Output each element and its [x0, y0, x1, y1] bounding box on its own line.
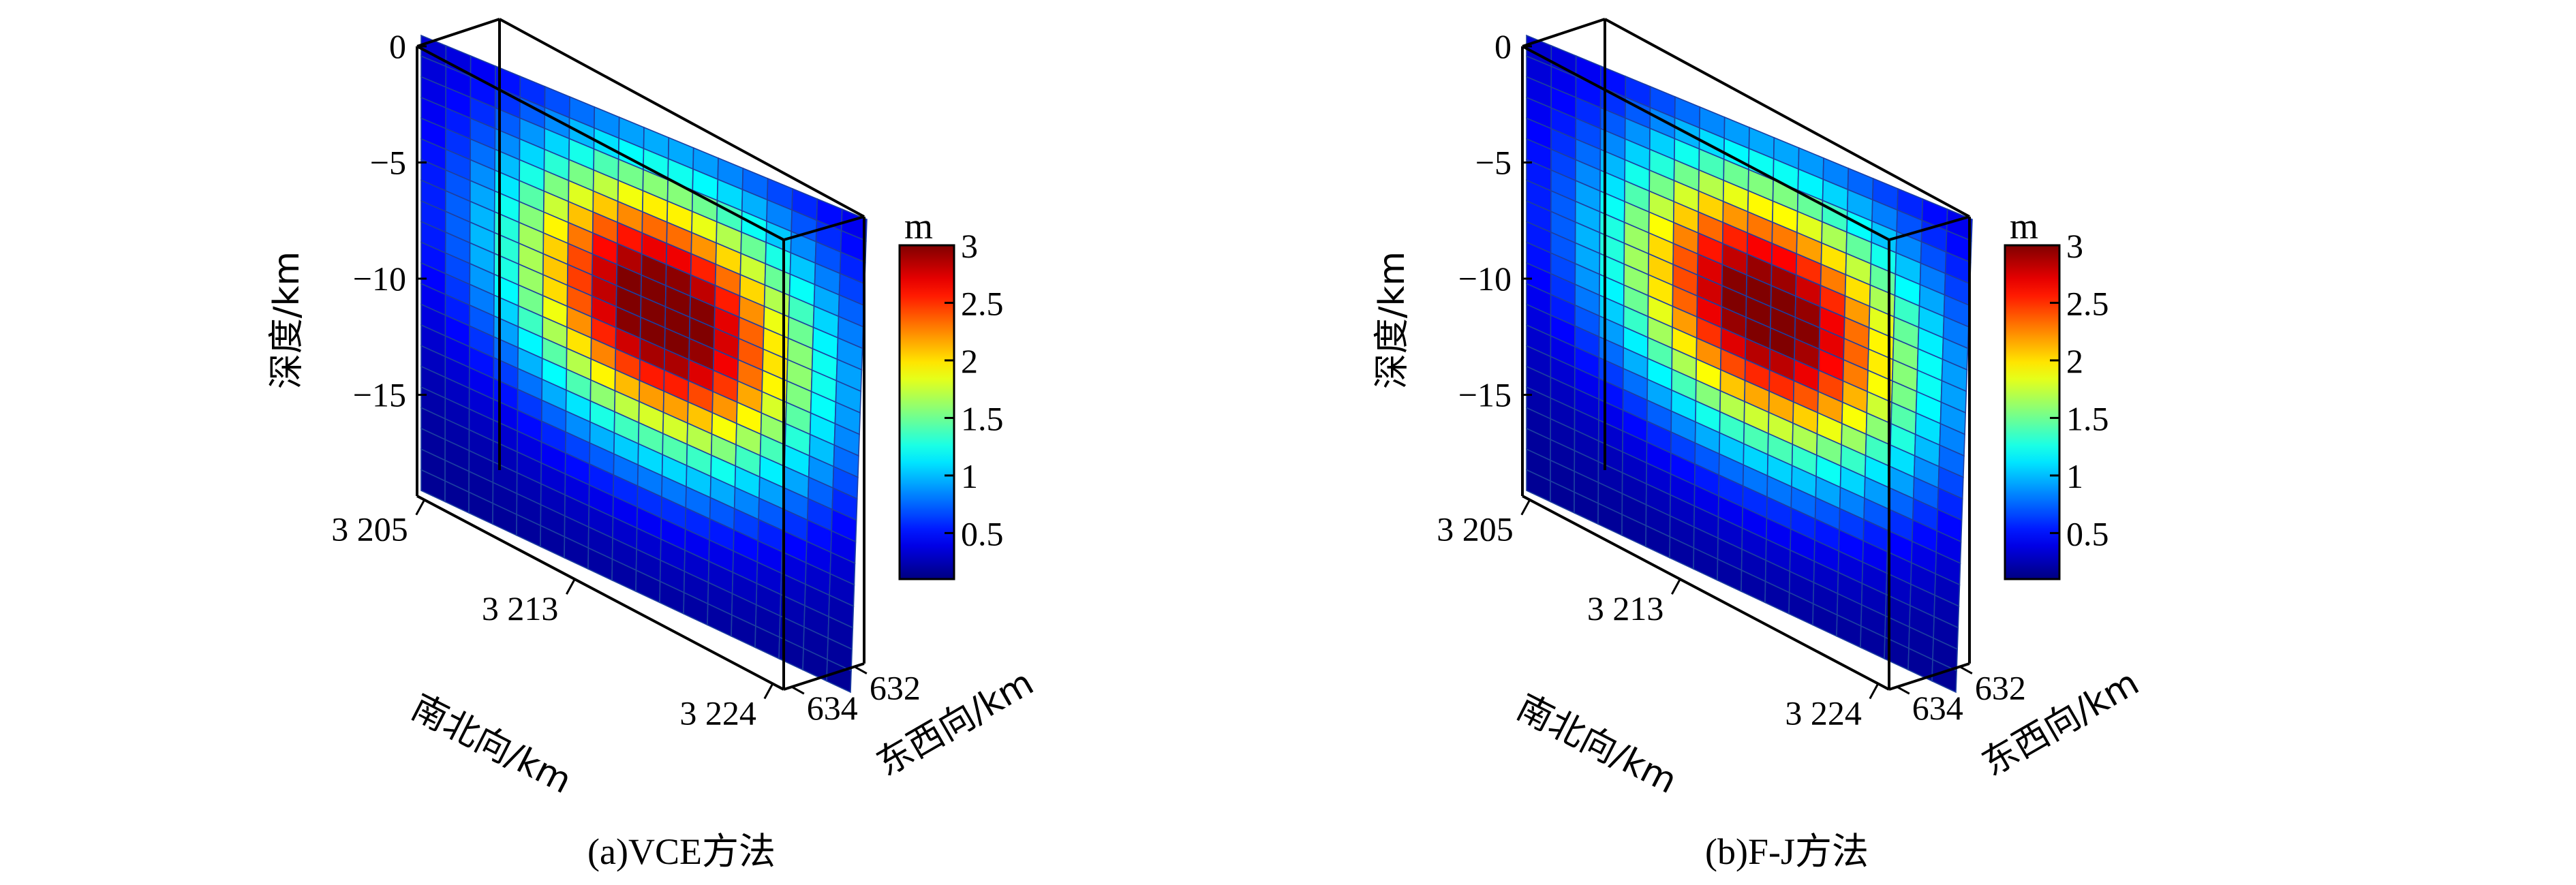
depth-axis: 0 −5 −10 −15 深度/km — [266, 27, 427, 414]
depth-tick-label: −5 — [370, 144, 406, 182]
ew-tick-label: 632 — [870, 669, 921, 707]
colorbar-tick-label: 2.5 — [2066, 284, 2109, 322]
ew-tick-mark — [1959, 666, 1973, 674]
box-edge — [416, 45, 784, 241]
depth-tick-label: −10 — [1458, 260, 1512, 298]
depth-axis-title: 深度/km — [1372, 251, 1413, 389]
panel-caption: (a)VCE方法 — [587, 831, 776, 872]
colorbar-unit: m — [904, 206, 933, 247]
colorbar-tick-label: 0.5 — [961, 514, 1004, 553]
ew-tick-mark — [791, 685, 805, 695]
box-edge — [1888, 662, 1970, 691]
ns-tick-label: 3 205 — [331, 510, 408, 548]
colorbar: 3 2.5 2 1.5 1 0.5 m — [898, 206, 1004, 580]
colorbar-tick-label: 1 — [2066, 457, 2083, 495]
ns-tick-label: 3 224 — [679, 694, 756, 732]
ns-tick-label: 3 224 — [1785, 694, 1862, 732]
depth-axis: 0 −5 −10 −15 深度/km — [1372, 27, 1532, 414]
ns-tick-mark — [1869, 683, 1880, 700]
panel-a: 0 −5 −10 −15 深度/km 3 205 3 213 3 224 南北向/km 632 63… — [266, 18, 1041, 872]
depth-axis-title: 深度/km — [266, 251, 307, 389]
box-edge — [416, 495, 784, 691]
colorbar-tick-label: 2 — [961, 342, 978, 380]
colorbar-tick-label: 1.5 — [961, 399, 1004, 437]
slip-cell — [826, 658, 852, 694]
ns-tick-mark — [763, 683, 774, 700]
ns-tick-label: 3 205 — [1437, 510, 1514, 548]
bounding-box — [416, 18, 865, 691]
box-edge — [499, 18, 865, 218]
depth-tick-label: −15 — [353, 376, 406, 414]
depth-tick-label: −15 — [1458, 376, 1512, 414]
box-edge — [1522, 18, 1606, 48]
depth-tick-label: −10 — [353, 260, 406, 298]
box-edge — [1604, 18, 1970, 218]
colorbar: 3 2.5 2 1.5 1 0.5 m — [2004, 206, 2109, 580]
ew-tick-mark — [854, 666, 868, 674]
ew-tick-label: 634 — [1912, 689, 1963, 727]
ns-tick-mark — [1520, 499, 1531, 516]
box-edge — [783, 662, 865, 691]
colorbar-unit: m — [2010, 206, 2038, 247]
depth-tick-label: −5 — [1475, 144, 1512, 182]
box-edge — [416, 18, 500, 48]
panel-caption: (b)F-J方法 — [1705, 831, 1869, 872]
depth-tick-label: 0 — [1494, 27, 1512, 65]
box-edge — [1522, 45, 1890, 241]
slip-cells — [1526, 34, 1973, 694]
ns-tick-label: 3 213 — [482, 589, 559, 627]
ns-axis-title: 南北向/km — [405, 687, 578, 802]
ew-tick-label: 634 — [807, 689, 858, 727]
colorbar-tick-label: 2 — [2066, 342, 2083, 380]
box-edge — [783, 215, 865, 241]
colorbar-tick-label: 1 — [961, 457, 978, 495]
ns-tick-mark — [1671, 578, 1681, 595]
colorbar-tick-label: 2.5 — [961, 284, 1004, 322]
colorbar-tick-label: 1.5 — [2066, 399, 2109, 437]
colorbar-tick-label: 3 — [961, 227, 978, 265]
colorbar-gradient — [898, 244, 955, 580]
depth-tick-label: 0 — [389, 27, 406, 65]
slip-cell — [1931, 658, 1957, 694]
ns-tick-mark — [566, 578, 576, 595]
bounding-box — [1521, 18, 1971, 691]
box-edge — [1522, 495, 1890, 691]
colorbar-tick-label: 0.5 — [2066, 514, 2109, 553]
colorbar-gradient — [2004, 244, 2061, 580]
ns-axis-title: 南北向/km — [1510, 687, 1683, 802]
ns-tick-label: 3 213 — [1587, 589, 1664, 627]
ew-tick-label: 632 — [1975, 669, 2026, 707]
panel-b: 0 −5 −10 −15 深度/km 3 205 3 213 3 224 南北向/km 632 63… — [1372, 18, 2146, 872]
ns-tick-mark — [415, 499, 426, 516]
box-edge — [1888, 215, 1970, 241]
slip-cells — [420, 34, 868, 694]
ew-tick-mark — [1897, 685, 1910, 695]
colorbar-tick-label: 3 — [2066, 227, 2083, 265]
